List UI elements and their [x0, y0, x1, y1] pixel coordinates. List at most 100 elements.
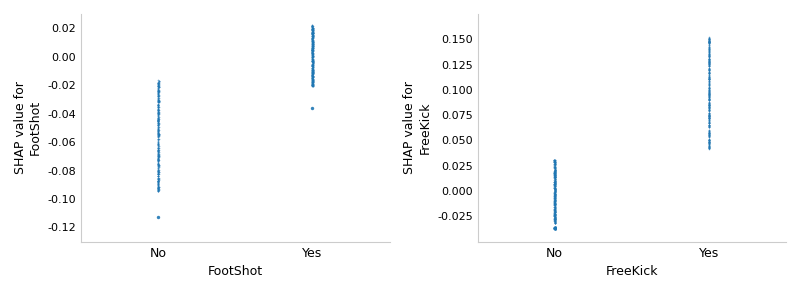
- Point: [306, 70, 319, 75]
- Point: [152, 80, 165, 85]
- Point: [152, 122, 165, 127]
- Point: [549, 217, 562, 222]
- Point: [152, 113, 165, 118]
- Point: [152, 128, 165, 133]
- Point: [306, 70, 319, 75]
- Point: [151, 109, 164, 114]
- Point: [549, 186, 562, 190]
- Point: [703, 128, 716, 133]
- Point: [702, 56, 715, 61]
- Point: [306, 46, 318, 51]
- Point: [702, 108, 715, 113]
- Point: [306, 67, 318, 71]
- Point: [703, 142, 716, 147]
- Point: [306, 80, 318, 85]
- Point: [306, 78, 319, 83]
- Point: [152, 159, 165, 164]
- Point: [548, 185, 561, 190]
- Point: [306, 51, 319, 56]
- Point: [702, 109, 715, 113]
- Point: [549, 172, 562, 177]
- Point: [152, 99, 165, 103]
- Point: [152, 117, 165, 122]
- Point: [548, 158, 561, 162]
- Point: [152, 97, 165, 102]
- Point: [548, 217, 561, 221]
- Point: [151, 84, 164, 89]
- Point: [306, 59, 318, 64]
- Point: [548, 201, 561, 206]
- Point: [702, 75, 715, 80]
- Point: [306, 59, 319, 64]
- Point: [702, 89, 715, 94]
- Point: [152, 178, 165, 182]
- Point: [152, 93, 165, 97]
- Point: [306, 79, 319, 84]
- Point: [548, 162, 561, 166]
- Point: [151, 126, 164, 131]
- Point: [306, 47, 318, 51]
- Point: [702, 146, 715, 150]
- Point: [702, 52, 715, 57]
- Point: [306, 33, 319, 38]
- Point: [549, 195, 562, 199]
- Point: [152, 108, 165, 113]
- Point: [548, 170, 561, 175]
- Point: [152, 170, 165, 175]
- Point: [702, 139, 715, 144]
- Point: [152, 154, 165, 159]
- Point: [306, 84, 318, 88]
- Point: [702, 91, 715, 95]
- Point: [306, 83, 318, 88]
- Point: [702, 101, 715, 106]
- Point: [702, 85, 715, 89]
- Point: [548, 186, 561, 191]
- Point: [702, 86, 715, 91]
- Point: [152, 149, 165, 154]
- Point: [702, 95, 715, 100]
- Point: [549, 177, 562, 181]
- Point: [703, 67, 716, 71]
- Point: [152, 131, 165, 135]
- Point: [548, 196, 561, 200]
- Point: [702, 60, 715, 65]
- Point: [152, 125, 165, 130]
- Point: [151, 126, 164, 130]
- Point: [151, 106, 164, 111]
- Point: [549, 220, 562, 224]
- Point: [702, 79, 715, 84]
- Point: [152, 186, 165, 190]
- Point: [306, 58, 318, 63]
- Point: [549, 164, 562, 169]
- Point: [306, 44, 319, 48]
- Point: [306, 54, 319, 58]
- Point: [306, 51, 319, 56]
- Point: [306, 45, 319, 49]
- Point: [152, 152, 165, 157]
- Point: [703, 105, 716, 109]
- Point: [702, 103, 715, 108]
- Point: [549, 215, 562, 220]
- Point: [306, 28, 318, 33]
- Point: [548, 209, 561, 214]
- Point: [549, 220, 562, 224]
- Point: [702, 116, 715, 121]
- Point: [306, 55, 318, 60]
- Point: [152, 99, 165, 103]
- Point: [703, 141, 716, 146]
- Point: [152, 182, 165, 187]
- Point: [151, 168, 164, 172]
- Point: [151, 123, 164, 128]
- Point: [152, 109, 165, 114]
- Point: [306, 54, 318, 59]
- Point: [702, 122, 715, 127]
- Point: [702, 120, 715, 125]
- Point: [151, 181, 164, 186]
- Point: [152, 146, 165, 151]
- Point: [306, 26, 319, 30]
- Point: [702, 67, 715, 72]
- Point: [306, 53, 319, 58]
- Point: [548, 227, 561, 232]
- Point: [151, 80, 164, 85]
- Point: [702, 90, 715, 95]
